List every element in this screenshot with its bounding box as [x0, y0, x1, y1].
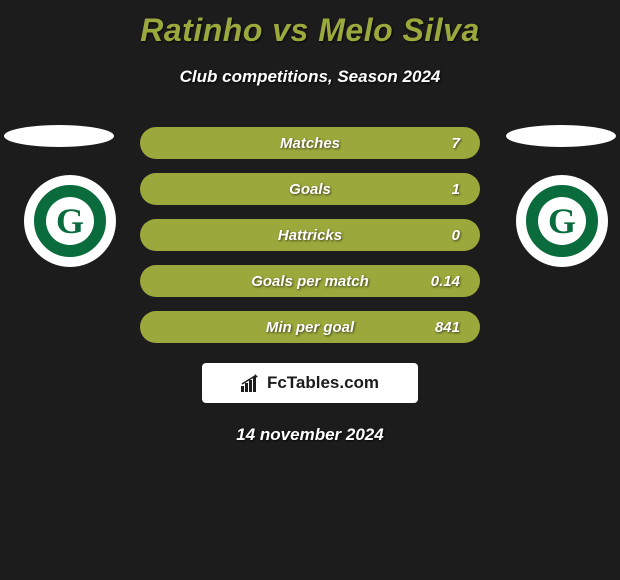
stat-label: Goals per match — [251, 273, 369, 290]
chart-icon — [241, 374, 261, 392]
logo-g-circle: G — [46, 197, 94, 245]
stat-label: Goals — [289, 181, 331, 198]
logo-g-circle: G — [538, 197, 586, 245]
stat-label: Hattricks — [278, 227, 342, 244]
stat-row: Goals 1 — [140, 173, 480, 205]
player-avatar-right — [506, 125, 616, 147]
stat-row: Goals per match 0.14 — [140, 265, 480, 297]
stat-value: 7 — [452, 135, 460, 152]
comparison-title: Ratinho vs Melo Silva — [0, 0, 620, 49]
stat-row: Min per goal 841 — [140, 311, 480, 343]
logo-letter: G — [548, 200, 576, 242]
player-avatar-left — [4, 125, 114, 147]
stat-value: 841 — [435, 319, 460, 336]
comparison-subtitle: Club competitions, Season 2024 — [0, 67, 620, 87]
stat-row: Hattricks 0 — [140, 219, 480, 251]
stat-value: 1 — [452, 181, 460, 198]
logo-letter: G — [56, 200, 84, 242]
logo-badge: G — [30, 181, 110, 261]
stats-container: G G Matches 7 Goals 1 Hattricks 0 Goals … — [0, 127, 620, 343]
stat-row: Matches 7 — [140, 127, 480, 159]
stat-value: 0.14 — [431, 273, 460, 290]
club-logo-left: G — [24, 175, 116, 267]
logo-badge: G — [522, 181, 602, 261]
stat-value: 0 — [452, 227, 460, 244]
stat-label: Min per goal — [266, 319, 354, 336]
branding-text: FcTables.com — [267, 373, 379, 393]
stat-label: Matches — [280, 135, 340, 152]
club-logo-right: G — [516, 175, 608, 267]
date-text: 14 november 2024 — [0, 425, 620, 445]
branding-box: FcTables.com — [202, 363, 418, 403]
